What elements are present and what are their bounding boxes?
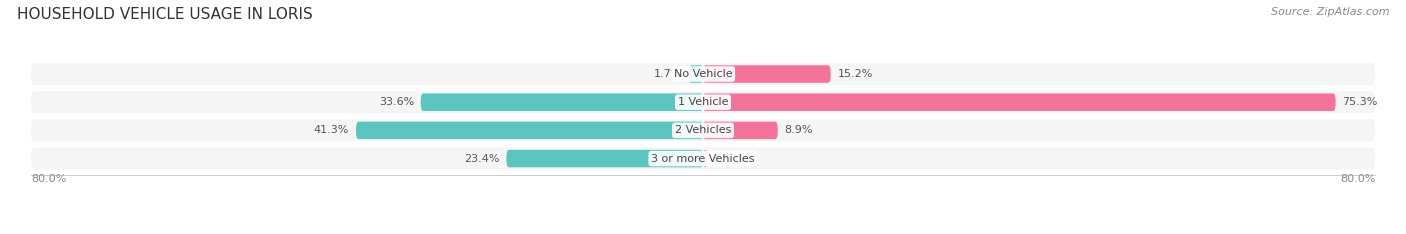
Text: 3 or more Vehicles: 3 or more Vehicles <box>651 154 755 164</box>
Text: 2 Vehicles: 2 Vehicles <box>675 125 731 135</box>
FancyBboxPatch shape <box>703 150 707 167</box>
FancyBboxPatch shape <box>506 150 703 167</box>
Text: 23.4%: 23.4% <box>464 154 499 164</box>
FancyBboxPatch shape <box>703 122 778 139</box>
FancyBboxPatch shape <box>31 63 1375 85</box>
Text: 0.54%: 0.54% <box>714 154 749 164</box>
Text: HOUSEHOLD VEHICLE USAGE IN LORIS: HOUSEHOLD VEHICLE USAGE IN LORIS <box>17 7 312 22</box>
Text: 80.0%: 80.0% <box>1340 174 1375 184</box>
FancyBboxPatch shape <box>31 148 1375 170</box>
Text: 1.7%: 1.7% <box>654 69 682 79</box>
FancyBboxPatch shape <box>420 93 703 111</box>
Text: 8.9%: 8.9% <box>785 125 813 135</box>
Text: 33.6%: 33.6% <box>378 97 413 107</box>
FancyBboxPatch shape <box>689 65 703 83</box>
Text: 80.0%: 80.0% <box>31 174 66 184</box>
FancyBboxPatch shape <box>703 65 831 83</box>
FancyBboxPatch shape <box>31 91 1375 113</box>
Text: 1 Vehicle: 1 Vehicle <box>678 97 728 107</box>
FancyBboxPatch shape <box>31 119 1375 141</box>
FancyBboxPatch shape <box>356 122 703 139</box>
Text: Source: ZipAtlas.com: Source: ZipAtlas.com <box>1271 7 1389 17</box>
Text: 75.3%: 75.3% <box>1343 97 1378 107</box>
Text: 41.3%: 41.3% <box>314 125 349 135</box>
Text: No Vehicle: No Vehicle <box>673 69 733 79</box>
FancyBboxPatch shape <box>703 93 1336 111</box>
Text: 15.2%: 15.2% <box>838 69 873 79</box>
